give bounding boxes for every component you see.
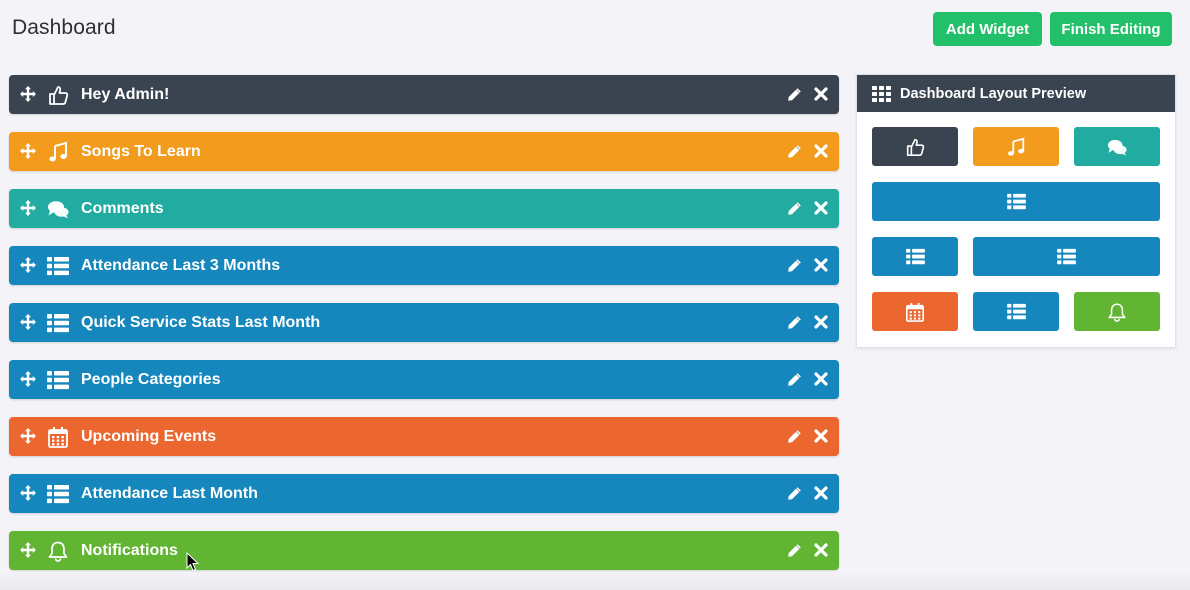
close-icon[interactable] <box>814 543 828 557</box>
close-icon[interactable] <box>814 87 828 101</box>
list-icon <box>47 483 69 505</box>
drag-handle-icon[interactable] <box>20 257 36 273</box>
calendar-icon <box>905 302 925 322</box>
comments-icon <box>47 198 69 220</box>
edit-icon[interactable] <box>787 315 802 330</box>
widget-people-categories[interactable]: People Categories <box>9 360 839 399</box>
page-title: Dashboard <box>12 16 116 39</box>
widget-title: Quick Service Stats Last Month <box>81 314 321 331</box>
widget-songs-to-learn[interactable]: Songs To Learn <box>9 132 839 171</box>
close-icon[interactable] <box>814 372 828 386</box>
widget-notifications[interactable]: Notifications <box>9 531 839 570</box>
drag-handle-icon[interactable] <box>20 371 36 387</box>
edit-icon[interactable] <box>787 201 802 216</box>
edit-icon[interactable] <box>787 258 802 273</box>
edit-icon[interactable] <box>787 486 802 501</box>
drag-handle-icon[interactable] <box>20 485 36 501</box>
list-icon <box>1006 193 1027 210</box>
mouse-pointer-icon <box>186 552 200 572</box>
widget-list: Hey Admin! Songs To Learn Comments Atten… <box>9 75 839 588</box>
preview-tile[interactable] <box>872 127 958 166</box>
close-icon[interactable] <box>814 258 828 272</box>
widget-upcoming-events[interactable]: Upcoming Events <box>9 417 839 456</box>
list-icon <box>47 369 69 391</box>
close-icon[interactable] <box>814 315 828 329</box>
edit-icon[interactable] <box>787 87 802 102</box>
bottom-fade <box>0 572 1190 590</box>
widget-title: Attendance Last 3 Months <box>81 257 281 274</box>
widget-title: Upcoming Events <box>81 428 217 445</box>
preview-tile[interactable] <box>1074 127 1160 166</box>
preview-tile[interactable] <box>973 127 1059 166</box>
preview-header: Dashboard Layout Preview <box>857 75 1175 112</box>
grid-icon <box>872 85 891 102</box>
thumbs-up-icon <box>905 137 925 157</box>
edit-icon[interactable] <box>787 144 802 159</box>
widget-title: Hey Admin! <box>81 86 170 103</box>
drag-handle-icon[interactable] <box>20 86 36 102</box>
preview-tile[interactable] <box>872 292 958 331</box>
widget-title: Comments <box>81 200 164 217</box>
drag-handle-icon[interactable] <box>20 143 36 159</box>
list-icon <box>905 248 926 265</box>
close-icon[interactable] <box>814 201 828 215</box>
widget-attendance-last-3-months[interactable]: Attendance Last 3 Months <box>9 246 839 285</box>
drag-handle-icon[interactable] <box>20 200 36 216</box>
preview-tile[interactable] <box>1074 292 1160 331</box>
edit-icon[interactable] <box>787 372 802 387</box>
widget-title: People Categories <box>81 371 221 388</box>
dashboard-layout-preview: Dashboard Layout Preview <box>856 74 1176 348</box>
comments-icon <box>1106 137 1128 157</box>
widget-title: Notifications <box>81 542 178 559</box>
widget-comments[interactable]: Comments <box>9 189 839 228</box>
preview-title: Dashboard Layout Preview <box>900 85 1087 102</box>
bell-icon <box>47 540 69 562</box>
drag-handle-icon[interactable] <box>20 314 36 330</box>
list-icon <box>1056 248 1077 265</box>
preview-tile[interactable] <box>872 237 958 276</box>
list-icon <box>47 312 69 334</box>
list-icon <box>1006 303 1027 320</box>
drag-handle-icon[interactable] <box>20 542 36 558</box>
edit-icon[interactable] <box>787 429 802 444</box>
bell-icon <box>1107 302 1127 322</box>
close-icon[interactable] <box>814 486 828 500</box>
widget-quick-service-stats-last-month[interactable]: Quick Service Stats Last Month <box>9 303 839 342</box>
widget-attendance-last-month[interactable]: Attendance Last Month <box>9 474 839 513</box>
finish-editing-button[interactable]: Finish Editing <box>1050 12 1172 46</box>
music-note-icon <box>1006 137 1026 157</box>
widget-title: Attendance Last Month <box>81 485 258 502</box>
thumbs-up-icon <box>47 84 69 106</box>
widget-title: Songs To Learn <box>81 143 201 160</box>
music-note-icon <box>47 141 69 163</box>
close-icon[interactable] <box>814 429 828 443</box>
edit-icon[interactable] <box>787 543 802 558</box>
preview-tile[interactable] <box>973 237 1160 276</box>
list-icon <box>47 255 69 277</box>
calendar-icon <box>47 426 69 448</box>
add-widget-button[interactable]: Add Widget <box>933 12 1042 46</box>
widget-hey-admin[interactable]: Hey Admin! <box>9 75 839 114</box>
drag-handle-icon[interactable] <box>20 428 36 444</box>
close-icon[interactable] <box>814 144 828 158</box>
preview-tile[interactable] <box>973 292 1059 331</box>
preview-tile[interactable] <box>872 182 1160 221</box>
